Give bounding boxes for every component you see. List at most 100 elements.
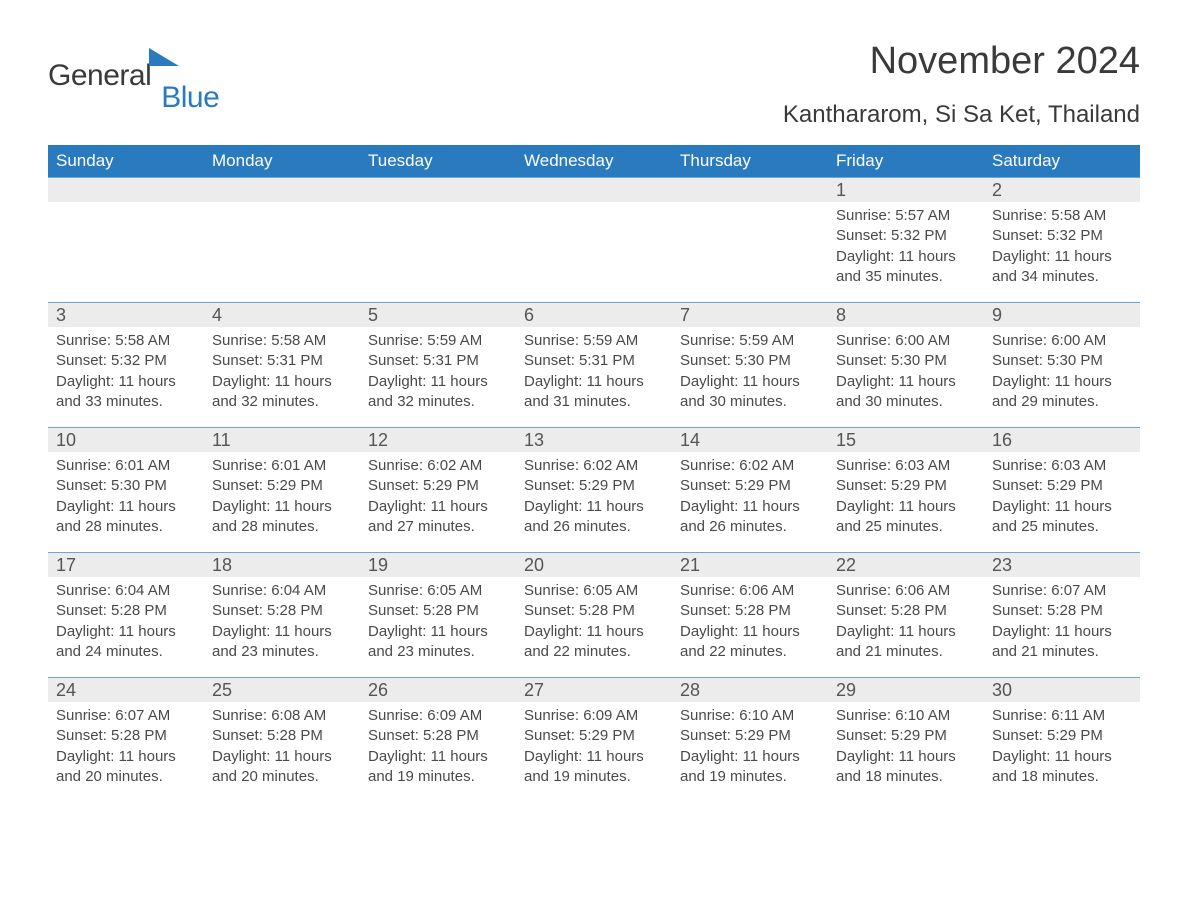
day-body: Sunrise: 6:11 AMSunset: 5:29 PMDaylight:… (984, 702, 1140, 793)
sunrise-line: Sunrise: 6:05 AM (368, 581, 508, 601)
sunrise-line: Sunrise: 6:01 AM (56, 456, 196, 476)
daylight-line-2: and 22 minutes. (680, 642, 820, 662)
day-body: Sunrise: 5:57 AMSunset: 5:32 PMDaylight:… (828, 202, 984, 293)
day-body: Sunrise: 5:58 AMSunset: 5:32 PMDaylight:… (984, 202, 1140, 293)
week-row: 17Sunrise: 6:04 AMSunset: 5:28 PMDayligh… (48, 552, 1140, 677)
daylight-line-2: and 32 minutes. (212, 392, 352, 412)
day-body: Sunrise: 6:00 AMSunset: 5:30 PMDaylight:… (984, 327, 1140, 418)
day-cell (204, 178, 360, 302)
day-body: Sunrise: 6:10 AMSunset: 5:29 PMDaylight:… (828, 702, 984, 793)
daylight-line-1: Daylight: 11 hours (368, 372, 508, 392)
day-cell: 22Sunrise: 6:06 AMSunset: 5:28 PMDayligh… (828, 553, 984, 677)
daylight-line-1: Daylight: 11 hours (56, 372, 196, 392)
weekday-header: Thursday (672, 145, 828, 177)
sunset-line: Sunset: 5:29 PM (212, 476, 352, 496)
day-cell (48, 178, 204, 302)
daylight-line-2: and 28 minutes. (212, 517, 352, 537)
day-body: Sunrise: 6:02 AMSunset: 5:29 PMDaylight:… (360, 452, 516, 543)
day-cell: 1Sunrise: 5:57 AMSunset: 5:32 PMDaylight… (828, 178, 984, 302)
day-body: Sunrise: 5:58 AMSunset: 5:31 PMDaylight:… (204, 327, 360, 418)
day-number: 10 (48, 428, 204, 452)
day-body: Sunrise: 6:00 AMSunset: 5:30 PMDaylight:… (828, 327, 984, 418)
sunset-line: Sunset: 5:29 PM (680, 726, 820, 746)
sunrise-line: Sunrise: 5:59 AM (524, 331, 664, 351)
sunset-line: Sunset: 5:28 PM (680, 601, 820, 621)
day-body: Sunrise: 6:01 AMSunset: 5:30 PMDaylight:… (48, 452, 204, 543)
sunset-line: Sunset: 5:28 PM (212, 726, 352, 746)
day-number: 16 (984, 428, 1140, 452)
daylight-line-2: and 28 minutes. (56, 517, 196, 537)
header-row: General Blue November 2024 Kanthararom, … (48, 40, 1140, 139)
day-cell: 13Sunrise: 6:02 AMSunset: 5:29 PMDayligh… (516, 428, 672, 552)
day-number: 29 (828, 678, 984, 702)
month-title: November 2024 (783, 40, 1140, 83)
day-cell: 11Sunrise: 6:01 AMSunset: 5:29 PMDayligh… (204, 428, 360, 552)
day-number (204, 178, 360, 202)
day-number: 11 (204, 428, 360, 452)
day-cell: 17Sunrise: 6:04 AMSunset: 5:28 PMDayligh… (48, 553, 204, 677)
day-cell: 23Sunrise: 6:07 AMSunset: 5:28 PMDayligh… (984, 553, 1140, 677)
day-body: Sunrise: 5:59 AMSunset: 5:31 PMDaylight:… (516, 327, 672, 418)
daylight-line-2: and 19 minutes. (680, 767, 820, 787)
logo: General Blue (48, 48, 237, 93)
day-number: 3 (48, 303, 204, 327)
day-body: Sunrise: 6:01 AMSunset: 5:29 PMDaylight:… (204, 452, 360, 543)
day-body: Sunrise: 5:59 AMSunset: 5:31 PMDaylight:… (360, 327, 516, 418)
day-body: Sunrise: 6:05 AMSunset: 5:28 PMDaylight:… (360, 577, 516, 668)
daylight-line-1: Daylight: 11 hours (524, 497, 664, 517)
daylight-line-2: and 23 minutes. (368, 642, 508, 662)
day-cell: 3Sunrise: 5:58 AMSunset: 5:32 PMDaylight… (48, 303, 204, 427)
daylight-line-1: Daylight: 11 hours (212, 497, 352, 517)
week-row: 1Sunrise: 5:57 AMSunset: 5:32 PMDaylight… (48, 177, 1140, 302)
daylight-line-2: and 19 minutes. (368, 767, 508, 787)
day-number: 7 (672, 303, 828, 327)
sunrise-line: Sunrise: 6:06 AM (680, 581, 820, 601)
day-cell: 29Sunrise: 6:10 AMSunset: 5:29 PMDayligh… (828, 678, 984, 802)
day-cell: 14Sunrise: 6:02 AMSunset: 5:29 PMDayligh… (672, 428, 828, 552)
daylight-line-1: Daylight: 11 hours (56, 497, 196, 517)
day-cell: 6Sunrise: 5:59 AMSunset: 5:31 PMDaylight… (516, 303, 672, 427)
daylight-line-1: Daylight: 11 hours (992, 372, 1132, 392)
sunrise-line: Sunrise: 5:58 AM (992, 206, 1132, 226)
sunrise-line: Sunrise: 6:08 AM (212, 706, 352, 726)
day-number: 14 (672, 428, 828, 452)
day-cell (672, 178, 828, 302)
day-body: Sunrise: 6:09 AMSunset: 5:29 PMDaylight:… (516, 702, 672, 793)
sunset-line: Sunset: 5:29 PM (836, 476, 976, 496)
daylight-line-1: Daylight: 11 hours (524, 747, 664, 767)
sunset-line: Sunset: 5:29 PM (524, 476, 664, 496)
day-number: 30 (984, 678, 1140, 702)
sunrise-line: Sunrise: 6:04 AM (56, 581, 196, 601)
day-cell: 5Sunrise: 5:59 AMSunset: 5:31 PMDaylight… (360, 303, 516, 427)
day-body: Sunrise: 6:07 AMSunset: 5:28 PMDaylight:… (48, 702, 204, 793)
day-cell: 7Sunrise: 5:59 AMSunset: 5:30 PMDaylight… (672, 303, 828, 427)
daylight-line-1: Daylight: 11 hours (368, 622, 508, 642)
day-body: Sunrise: 6:06 AMSunset: 5:28 PMDaylight:… (672, 577, 828, 668)
daylight-line-1: Daylight: 11 hours (524, 372, 664, 392)
day-body: Sunrise: 6:09 AMSunset: 5:28 PMDaylight:… (360, 702, 516, 793)
daylight-line-1: Daylight: 11 hours (680, 622, 820, 642)
sunset-line: Sunset: 5:28 PM (368, 726, 508, 746)
daylight-line-1: Daylight: 11 hours (680, 497, 820, 517)
daylight-line-2: and 32 minutes. (368, 392, 508, 412)
sunrise-line: Sunrise: 6:04 AM (212, 581, 352, 601)
daylight-line-2: and 26 minutes. (524, 517, 664, 537)
daylight-line-1: Daylight: 11 hours (56, 622, 196, 642)
daylight-line-2: and 22 minutes. (524, 642, 664, 662)
sunset-line: Sunset: 5:30 PM (680, 351, 820, 371)
sunrise-line: Sunrise: 5:58 AM (212, 331, 352, 351)
daylight-line-2: and 25 minutes. (992, 517, 1132, 537)
daylight-line-2: and 18 minutes. (992, 767, 1132, 787)
weekday-header: Saturday (984, 145, 1140, 177)
week-row: 3Sunrise: 5:58 AMSunset: 5:32 PMDaylight… (48, 302, 1140, 427)
daylight-line-2: and 20 minutes. (56, 767, 196, 787)
day-number: 4 (204, 303, 360, 327)
day-number: 21 (672, 553, 828, 577)
day-number: 17 (48, 553, 204, 577)
sunset-line: Sunset: 5:31 PM (368, 351, 508, 371)
sunrise-line: Sunrise: 6:02 AM (680, 456, 820, 476)
daylight-line-2: and 33 minutes. (56, 392, 196, 412)
day-number: 25 (204, 678, 360, 702)
day-cell: 25Sunrise: 6:08 AMSunset: 5:28 PMDayligh… (204, 678, 360, 802)
daylight-line-2: and 31 minutes. (524, 392, 664, 412)
